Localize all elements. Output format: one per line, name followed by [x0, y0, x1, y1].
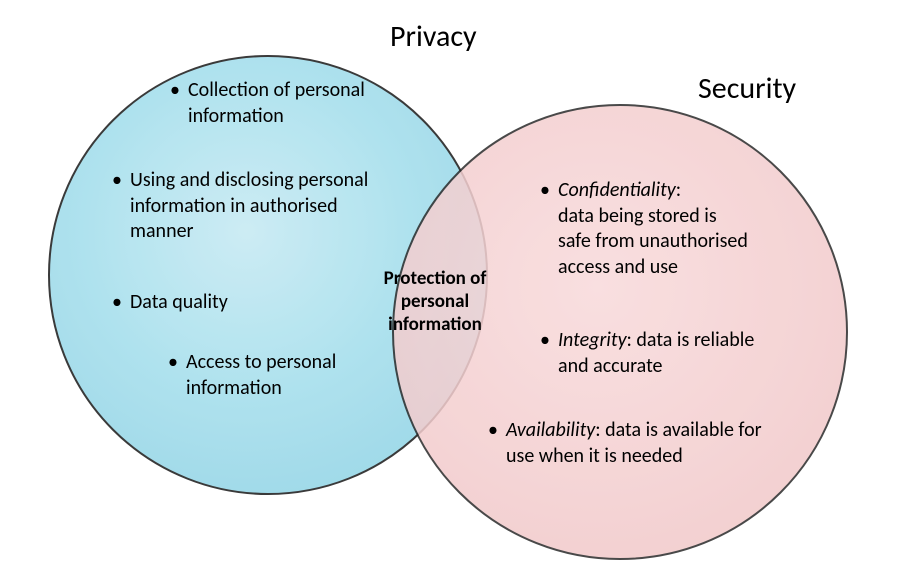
privacy-item-1: • Collection of personal information [170, 78, 365, 129]
intersection-label: Protection of personal information [370, 268, 500, 336]
privacy-item-2: • Using and disclosing personal informat… [112, 168, 368, 245]
intersection-line3: information [388, 313, 482, 336]
security-title: Security [698, 70, 796, 107]
security-item-1: • Confidentiality: data being stored is … [540, 178, 748, 280]
bullet-icon: • [112, 290, 130, 316]
bullet-icon: • [112, 168, 130, 194]
security-item-1-text: Confidentiality: data being stored is sa… [558, 178, 748, 280]
privacy-item-4: • Access to personal information [168, 350, 336, 401]
venn-diagram: Privacy Security Protection of personal … [0, 0, 902, 577]
security-item-2: • Integrity: data is reliable and accura… [540, 328, 754, 379]
privacy-title: Privacy [390, 18, 477, 55]
privacy-item-2-text: Using and disclosing personal informatio… [130, 168, 368, 245]
bullet-icon: • [170, 78, 188, 104]
bullet-icon: • [540, 328, 558, 354]
privacy-item-3-text: Data quality [130, 290, 228, 316]
security-item-3-text: Availability: data is available for use … [506, 418, 762, 469]
bullet-icon: • [540, 178, 558, 204]
privacy-item-3: • Data quality [112, 290, 228, 316]
privacy-item-1-text: Collection of personal information [188, 78, 365, 129]
security-item-3: • Availability: data is available for us… [488, 418, 762, 469]
bullet-icon: • [488, 418, 506, 444]
privacy-item-4-text: Access to personal information [186, 350, 336, 401]
intersection-line1: Protection of [384, 267, 487, 290]
intersection-line2: personal [401, 290, 469, 313]
bullet-icon: • [168, 350, 186, 376]
security-item-2-text: Integrity: data is reliable and accurate [558, 328, 754, 379]
